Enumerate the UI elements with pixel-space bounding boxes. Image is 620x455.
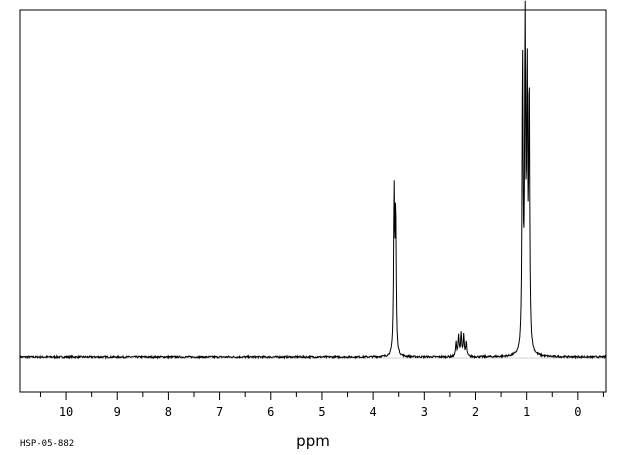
x-axis-tick-labels: 10 9 8 7 6 5 4 3 2 1 0: [59, 405, 582, 419]
x-tick-label: 8: [165, 405, 172, 419]
spectrum-line: [19, 0, 607, 360]
x-tick-label: 3: [421, 405, 428, 419]
spectrum-code: HSP-05-882: [20, 439, 74, 449]
x-tick-label: 2: [472, 405, 479, 419]
x-tick-label: 0: [574, 405, 581, 419]
x-axis-ticks: [39, 392, 604, 400]
x-tick-label: 4: [370, 405, 377, 419]
plot-frame: [19, 9, 607, 393]
x-tick-label: 9: [114, 405, 121, 419]
x-tick-label: 5: [318, 405, 325, 419]
x-tick-label: 7: [216, 405, 223, 419]
x-tick-label: 1: [523, 405, 530, 419]
x-tick-label: 6: [267, 405, 274, 419]
x-axis-title: ppm: [296, 432, 330, 450]
x-tick-label: 10: [59, 405, 73, 419]
